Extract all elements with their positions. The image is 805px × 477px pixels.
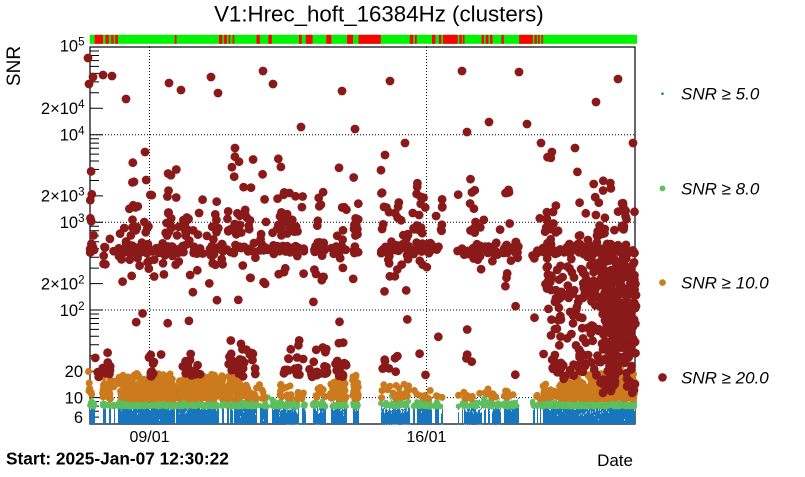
svg-text:20: 20 — [65, 363, 83, 381]
svg-text:10: 10 — [65, 389, 83, 407]
svg-text:SNR ≥ 10.0: SNR ≥ 10.0 — [681, 274, 769, 293]
svg-text:Date: Date — [597, 451, 633, 470]
svg-text:SNR ≥ 5.0: SNR ≥ 5.0 — [681, 85, 760, 104]
svg-text:SNR: SNR — [4, 46, 25, 86]
svg-text:SNR ≥ 8.0: SNR ≥ 8.0 — [681, 179, 760, 198]
svg-text:09/01: 09/01 — [129, 429, 169, 446]
svg-text:Start: 2025-Jan-07 12:30:22: Start: 2025-Jan-07 12:30:22 — [6, 449, 229, 469]
svg-text:SNR ≥ 20.0: SNR ≥ 20.0 — [681, 368, 769, 387]
svg-text:2×102: 2×102 — [41, 274, 85, 293]
svg-text:16/01: 16/01 — [406, 429, 446, 446]
svg-text:V1:Hrec_hoft_16384Hz (clusters: V1:Hrec_hoft_16384Hz (clusters) — [214, 2, 544, 27]
svg-text:2×103: 2×103 — [41, 187, 85, 206]
svg-text:2×104: 2×104 — [41, 99, 85, 118]
svg-text:6: 6 — [74, 409, 83, 427]
